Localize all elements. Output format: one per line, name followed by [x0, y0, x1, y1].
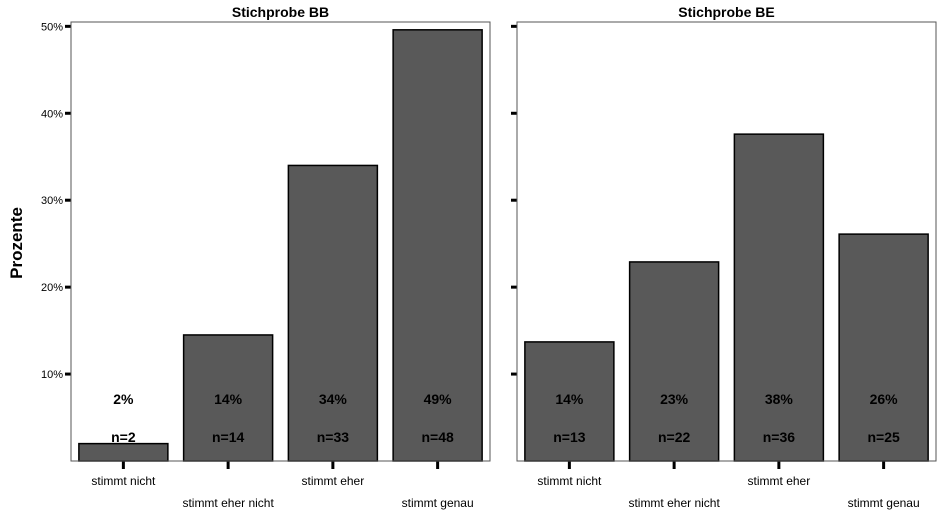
x-tick-label: stimmt genau [402, 496, 474, 510]
bar-percent-label: 14% [555, 391, 584, 407]
panel-border [516, 21, 937, 462]
x-tick-label: stimmt nicht [91, 474, 156, 488]
bar-percent-label: 34% [319, 391, 348, 407]
x-tick-label: stimmt nicht [537, 474, 602, 488]
bar-n-label: n=13 [553, 429, 586, 445]
bar [287, 164, 379, 462]
x-tick-label: stimmt eher nicht [628, 496, 720, 510]
bar [78, 442, 169, 462]
bar [392, 29, 483, 462]
bar-percent-label: 38% [765, 391, 794, 407]
bar [733, 133, 825, 462]
bar-n-label: n=2 [111, 429, 136, 445]
panel-stichprobe-bb: Stichprobe BB 10% 20% 30% 40% 50% 2% n=2 stimmt … [41, 4, 491, 510]
bar-n-label: n=36 [763, 429, 796, 445]
x-tick-label: stimmt eher [302, 474, 365, 488]
y-tick-label: 20% [41, 282, 63, 294]
bar-percent-label: 14% [214, 391, 243, 407]
bar-percent-label: 26% [870, 391, 899, 407]
bar-n-label: n=25 [867, 429, 900, 445]
bar-n-label: n=22 [658, 429, 691, 445]
panel-border [70, 21, 491, 462]
bar-n-label: n=33 [317, 429, 350, 445]
panel-title: Stichprobe BB [232, 4, 329, 20]
bar-percent-label: 23% [660, 391, 689, 407]
y-axis-label: Prozente [7, 207, 26, 279]
panel-title: Stichprobe BE [678, 4, 774, 20]
y-tick-label: 50% [41, 21, 63, 33]
y-tick-label: 10% [41, 369, 63, 381]
x-tick-label: stimmt eher nicht [182, 496, 274, 510]
bar-n-label: n=48 [421, 429, 454, 445]
panel-stichprobe-be: Stichprobe BE 14% n=13 stimmt nicht 23% n=22 s… [511, 4, 937, 510]
y-tick-label: 30% [41, 195, 63, 207]
x-tick-label: stimmt eher [748, 474, 811, 488]
bar-n-label: n=14 [212, 429, 245, 445]
y-tick-label: 40% [41, 108, 63, 120]
bar [524, 341, 615, 462]
bar [838, 233, 929, 462]
bar-percent-label: 2% [113, 391, 134, 407]
x-tick-label: stimmt genau [848, 496, 920, 510]
bar-percent-label: 49% [424, 391, 453, 407]
